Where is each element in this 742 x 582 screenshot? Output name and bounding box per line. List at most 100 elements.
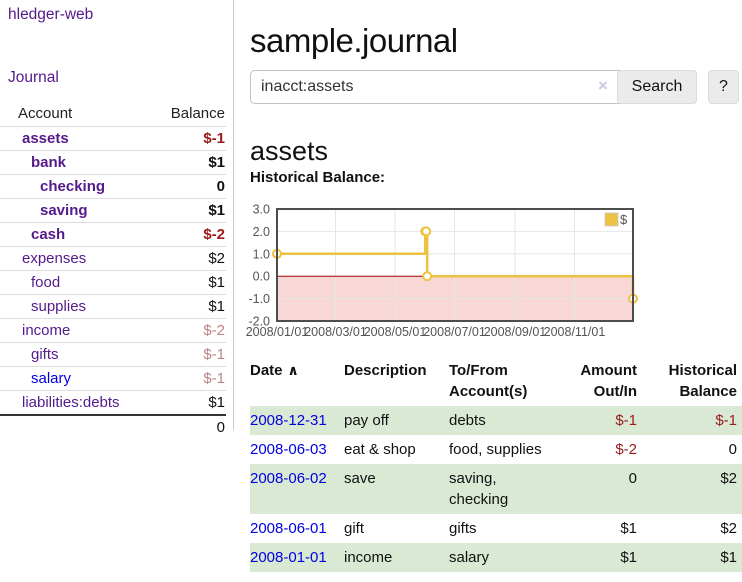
transaction-accounts: salary [449,549,490,566]
account-row: checking 0 [0,174,226,199]
transaction-row[interactable]: 2008-06-01 gift gifts $1 $2 [250,514,742,543]
clear-search-icon[interactable]: × [598,76,608,95]
account-link[interactable]: cash [31,226,66,243]
accounts-total-row: 0 [0,414,226,439]
account-row: saving $1 [0,198,226,223]
transaction-balance: $-1 [715,412,737,429]
transaction-date-link[interactable]: 2008-06-01 [250,520,327,537]
y-axis-tick-label: 0.0 [253,270,270,284]
plot-border [276,208,634,322]
data-point-marker [421,226,432,237]
y-axis-tick-label: 3.0 [253,203,270,217]
transaction-row[interactable]: 2008-01-01 income salary $1 $1 [250,543,742,572]
account-link[interactable]: income [22,322,71,339]
accounts-header-row: Account Balance [0,101,226,127]
accounts-header-balance: Balance [170,105,225,122]
help-button[interactable]: ? [708,70,739,104]
transaction-row[interactable]: 2008-06-03 eat & shop food, supplies $-2 0 [250,435,742,464]
transaction-amount: $-2 [615,441,637,458]
accounts-total-value: 0 [140,414,226,439]
sidebar-item-journal[interactable]: Journal [8,69,59,86]
transaction-description: gift [344,520,365,537]
legend-label: $ [620,212,628,227]
transaction-accounts: gifts [449,520,477,537]
account-heading: assets [250,136,329,167]
register-header-date[interactable]: Date ∧ [250,356,344,406]
account-link[interactable]: saving [40,202,88,219]
legend-swatch [604,212,619,227]
register-header-tofrom: To/From Account(s) [449,362,528,400]
account-link[interactable]: assets [22,130,69,147]
account-row: liabilities:debts $1 [0,390,226,415]
account-link[interactable]: salary [31,370,72,387]
transaction-row[interactable]: 2008-06-02 save saving, checking 0 $2 [250,464,742,514]
transaction-balance: 0 [728,441,737,458]
register-table: Date ∧ Description To/From Account(s) Amo… [250,356,742,572]
accounts-total-spacer [0,414,140,439]
x-axis-tick-label: 2008/09/01 [484,325,547,339]
x-axis-tick-label: 2008/05/01 [364,325,427,339]
main-content: sample.journal × Search ? assets Histori… [246,0,742,582]
transaction-date-link[interactable]: 2008-01-01 [250,549,327,566]
transaction-row[interactable]: 2008-12-31 pay off debts $-1 $-1 [250,406,742,435]
transaction-date-link[interactable]: 2008-06-03 [250,441,327,458]
transaction-description: eat & shop [344,441,416,458]
account-link[interactable]: expenses [22,250,87,267]
y-axis-tick-label: 1.0 [253,247,270,261]
x-axis-tick-label: 2008/01/01 [246,325,309,339]
account-link[interactable]: checking [40,178,106,195]
register-header-amount: Amount Out/In [580,362,637,400]
transaction-date-link[interactable]: 2008-06-02 [250,470,327,487]
account-row: cash $-2 [0,222,226,247]
transaction-description: save [344,470,376,487]
chart-heading: Historical Balance: [250,169,386,186]
account-link[interactable]: food [31,274,61,291]
account-link[interactable]: gifts [31,346,59,363]
account-balance: $-2 [140,222,226,247]
register-header-balance: Historical Balance [668,362,737,400]
account-row: expenses $2 [0,246,226,271]
transaction-amount: $1 [620,520,637,537]
sidebar: hledger-web Journal Account Balance asse… [0,0,233,582]
accounts-header-account: Account [18,105,73,122]
account-link[interactable]: bank [31,154,67,171]
account-link[interactable]: liabilities:debts [22,394,120,411]
transaction-date-link[interactable]: 2008-12-31 [250,412,327,429]
y-axis-tick-label: -1.0 [248,292,270,306]
transaction-balance: $2 [720,470,737,487]
transaction-description: pay off [344,412,389,429]
y-axis-tick-label: -2.0 [248,315,270,329]
accounts-table: Account Balance assets $-1 bank $1 checking 0… [0,101,226,439]
account-row: supplies $1 [0,294,226,319]
transaction-amount: 0 [628,470,637,487]
page-title: sample.journal [250,22,458,60]
register-header-description: Description [344,362,427,379]
brand-link[interactable]: hledger-web [8,6,94,23]
sidebar-divider [233,0,234,430]
transaction-accounts: debts [449,412,486,429]
search-input[interactable] [250,70,630,104]
y-axis-tick-label: 2.0 [253,225,270,239]
search-form: × Search ? [250,70,742,104]
x-axis-tick-label: 2008/03/01 [304,325,367,339]
account-row: bank $1 [0,150,226,175]
account-balance: 0 [140,174,226,199]
transaction-amount: $-1 [615,412,637,429]
register-header-row: Date ∧ Description To/From Account(s) Amo… [250,356,742,406]
sort-ascending-icon: ∧ [287,362,299,378]
x-axis-tick-label: 2008/11/01 [544,325,606,339]
account-balance: $-1 [140,126,226,151]
account-balance: $-2 [140,318,226,343]
transaction-amount: $1 [620,549,637,566]
account-row: gifts $-1 [0,342,226,367]
account-balance: $1 [140,390,226,415]
register-header-date-label: Date [250,362,283,379]
transaction-description: income [344,549,393,566]
account-row: food $1 [0,270,226,295]
search-button[interactable]: Search [617,70,697,104]
x-axis-tick-label: 2008/07/01 [423,325,486,339]
account-balance: $1 [140,150,226,175]
account-link[interactable]: supplies [31,298,87,315]
account-balance: $1 [140,294,226,319]
account-balance: $1 [140,270,226,295]
